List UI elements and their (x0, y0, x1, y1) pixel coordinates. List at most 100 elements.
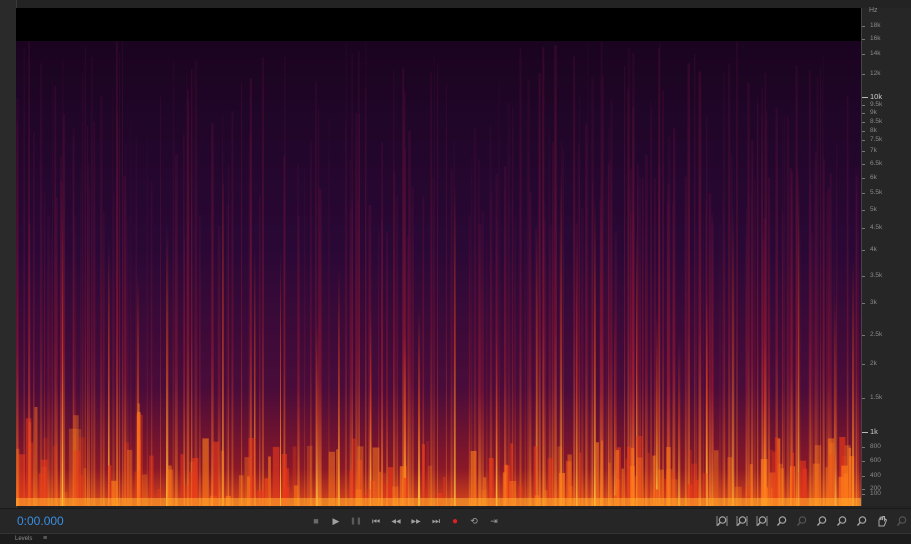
tick-mark (862, 105, 865, 106)
frequency-tick: 1k (862, 427, 911, 437)
pause-icon: ❚❚ (350, 518, 362, 525)
record-icon: ● (451, 515, 459, 527)
zoom-out-point-button[interactable] (834, 513, 850, 529)
tick-mark (862, 432, 868, 433)
frequency-tick: 400 (862, 471, 911, 481)
levels-panel: Levels ≡ (0, 533, 911, 544)
go-to-start-button[interactable]: ⏮ (368, 513, 384, 529)
skip-selection-icon: ⇥ (490, 515, 498, 526)
zoom-full-icon (856, 516, 867, 526)
tick-label: 600 (870, 457, 881, 464)
frequency-tick: 600 (862, 456, 911, 466)
frequency-tick: 4.5k (862, 223, 911, 233)
tick-mark (862, 151, 865, 152)
levels-panel-title: Levels (15, 536, 33, 542)
frequency-tick: 6k (862, 173, 911, 183)
tick-label: 16k (870, 35, 881, 42)
time-display[interactable]: 0:00.000 (17, 514, 64, 528)
tick-label: 6.5k (870, 160, 883, 167)
tick-label: 6k (870, 174, 877, 181)
tick-mark (862, 364, 865, 365)
tick-mark (862, 494, 865, 495)
zoom-selection-icon (796, 516, 807, 526)
tick-label: 8.5k (870, 118, 883, 125)
rewind-button[interactable]: ◀◀ (388, 513, 404, 529)
tick-mark (862, 164, 865, 165)
zoom-out-amplitude-button[interactable] (734, 513, 750, 529)
zoom-out-point-icon (836, 516, 847, 526)
skip-selection-button[interactable]: ⇥ (486, 513, 502, 529)
frequency-tick: 9.5k (862, 100, 911, 110)
zoom-disabled-icon (896, 516, 907, 526)
frequency-tick: 6.5k (862, 159, 911, 169)
zoom-in-point-icon (816, 516, 827, 526)
play-button[interactable]: ▶ (328, 513, 344, 529)
frequency-tick: 2.5k (862, 330, 911, 340)
zoom-in-point-button[interactable] (814, 513, 830, 529)
bright-transients (62, 161, 855, 506)
tick-label: 400 (870, 472, 881, 479)
transport-bar: 0:00.000 ■ ▶ ❚❚ ⏮ ◀◀ ▶▶ ⏭ ● ⟲ ⇥ (0, 508, 911, 534)
tick-label: 8k (870, 127, 877, 134)
tick-mark (862, 461, 865, 462)
frequency-tick: 18k (862, 21, 911, 31)
tick-mark (862, 131, 865, 132)
zoom-out-full-button[interactable] (774, 513, 790, 529)
zoom-in-time-icon (756, 516, 768, 526)
frequency-tick: 8k (862, 126, 911, 136)
hand-icon (878, 516, 888, 527)
tick-mark (862, 489, 865, 490)
zoom-selection-button[interactable] (794, 513, 810, 529)
tick-label: 2k (870, 360, 877, 367)
tick-label: 5k (870, 206, 877, 213)
zoom-out-amplitude-icon (736, 516, 748, 526)
pause-button[interactable]: ❚❚ (348, 513, 364, 529)
frequency-tick: 12k (862, 69, 911, 79)
frequency-tick: 3k (862, 298, 911, 308)
tick-mark (862, 193, 865, 194)
zoom-disabled-button[interactable] (894, 513, 910, 529)
frequency-tick: 100 (862, 489, 911, 499)
play-icon: ▶ (332, 515, 340, 526)
track-strip (0, 0, 17, 508)
tick-mark (862, 476, 865, 477)
tick-label: 2.5k (870, 331, 883, 338)
hand-tool-button[interactable] (874, 513, 890, 529)
tick-label: 12k (870, 70, 881, 77)
stop-icon: ■ (313, 516, 319, 526)
fast-forward-button[interactable]: ▶▶ (408, 513, 424, 529)
frequency-tick: 800 (862, 442, 911, 452)
spectrogram-canvas[interactable] (16, 8, 861, 506)
frequency-tick: 7.5k (862, 135, 911, 145)
tick-label: 1k (870, 427, 878, 436)
tick-mark (862, 178, 865, 179)
go-to-end-button[interactable]: ⏭ (428, 513, 444, 529)
frequency-tick: 9k (862, 108, 911, 118)
tick-label: 1.5k (870, 394, 883, 401)
frequency-tick: 14k (862, 49, 911, 59)
zoom-in-amplitude-button[interactable] (714, 513, 730, 529)
zoom-out-full-icon (776, 516, 787, 526)
record-button[interactable]: ● (447, 513, 463, 529)
tick-mark (862, 74, 865, 75)
tick-label: 10k (870, 92, 883, 101)
tick-mark (862, 140, 865, 141)
frequency-tick: 16k (862, 34, 911, 44)
tick-label: 7k (870, 147, 877, 154)
frequency-ruler[interactable]: Hz 18k 16k 14k 12k 10k 9.5k 9k 8.5k 8k 7.5k 7k 6.5k… (861, 7, 911, 506)
tick-label: 100 (870, 490, 881, 497)
loop-button[interactable]: ⟲ (466, 513, 482, 529)
spectral-frequency-display[interactable] (16, 8, 861, 506)
tick-mark (862, 276, 865, 277)
zoom-full-button[interactable] (854, 513, 870, 529)
tick-mark (862, 39, 865, 40)
frequency-tick: 8.5k (862, 117, 911, 127)
stop-button[interactable]: ■ (308, 513, 324, 529)
tick-mark (862, 228, 865, 229)
panel-menu-icon[interactable]: ≡ (43, 535, 48, 542)
tick-mark (862, 122, 865, 123)
frequency-unit-label: Hz (869, 7, 878, 14)
zoom-in-time-button[interactable] (754, 513, 770, 529)
tick-mark (862, 54, 865, 55)
loop-icon: ⟲ (470, 515, 478, 526)
